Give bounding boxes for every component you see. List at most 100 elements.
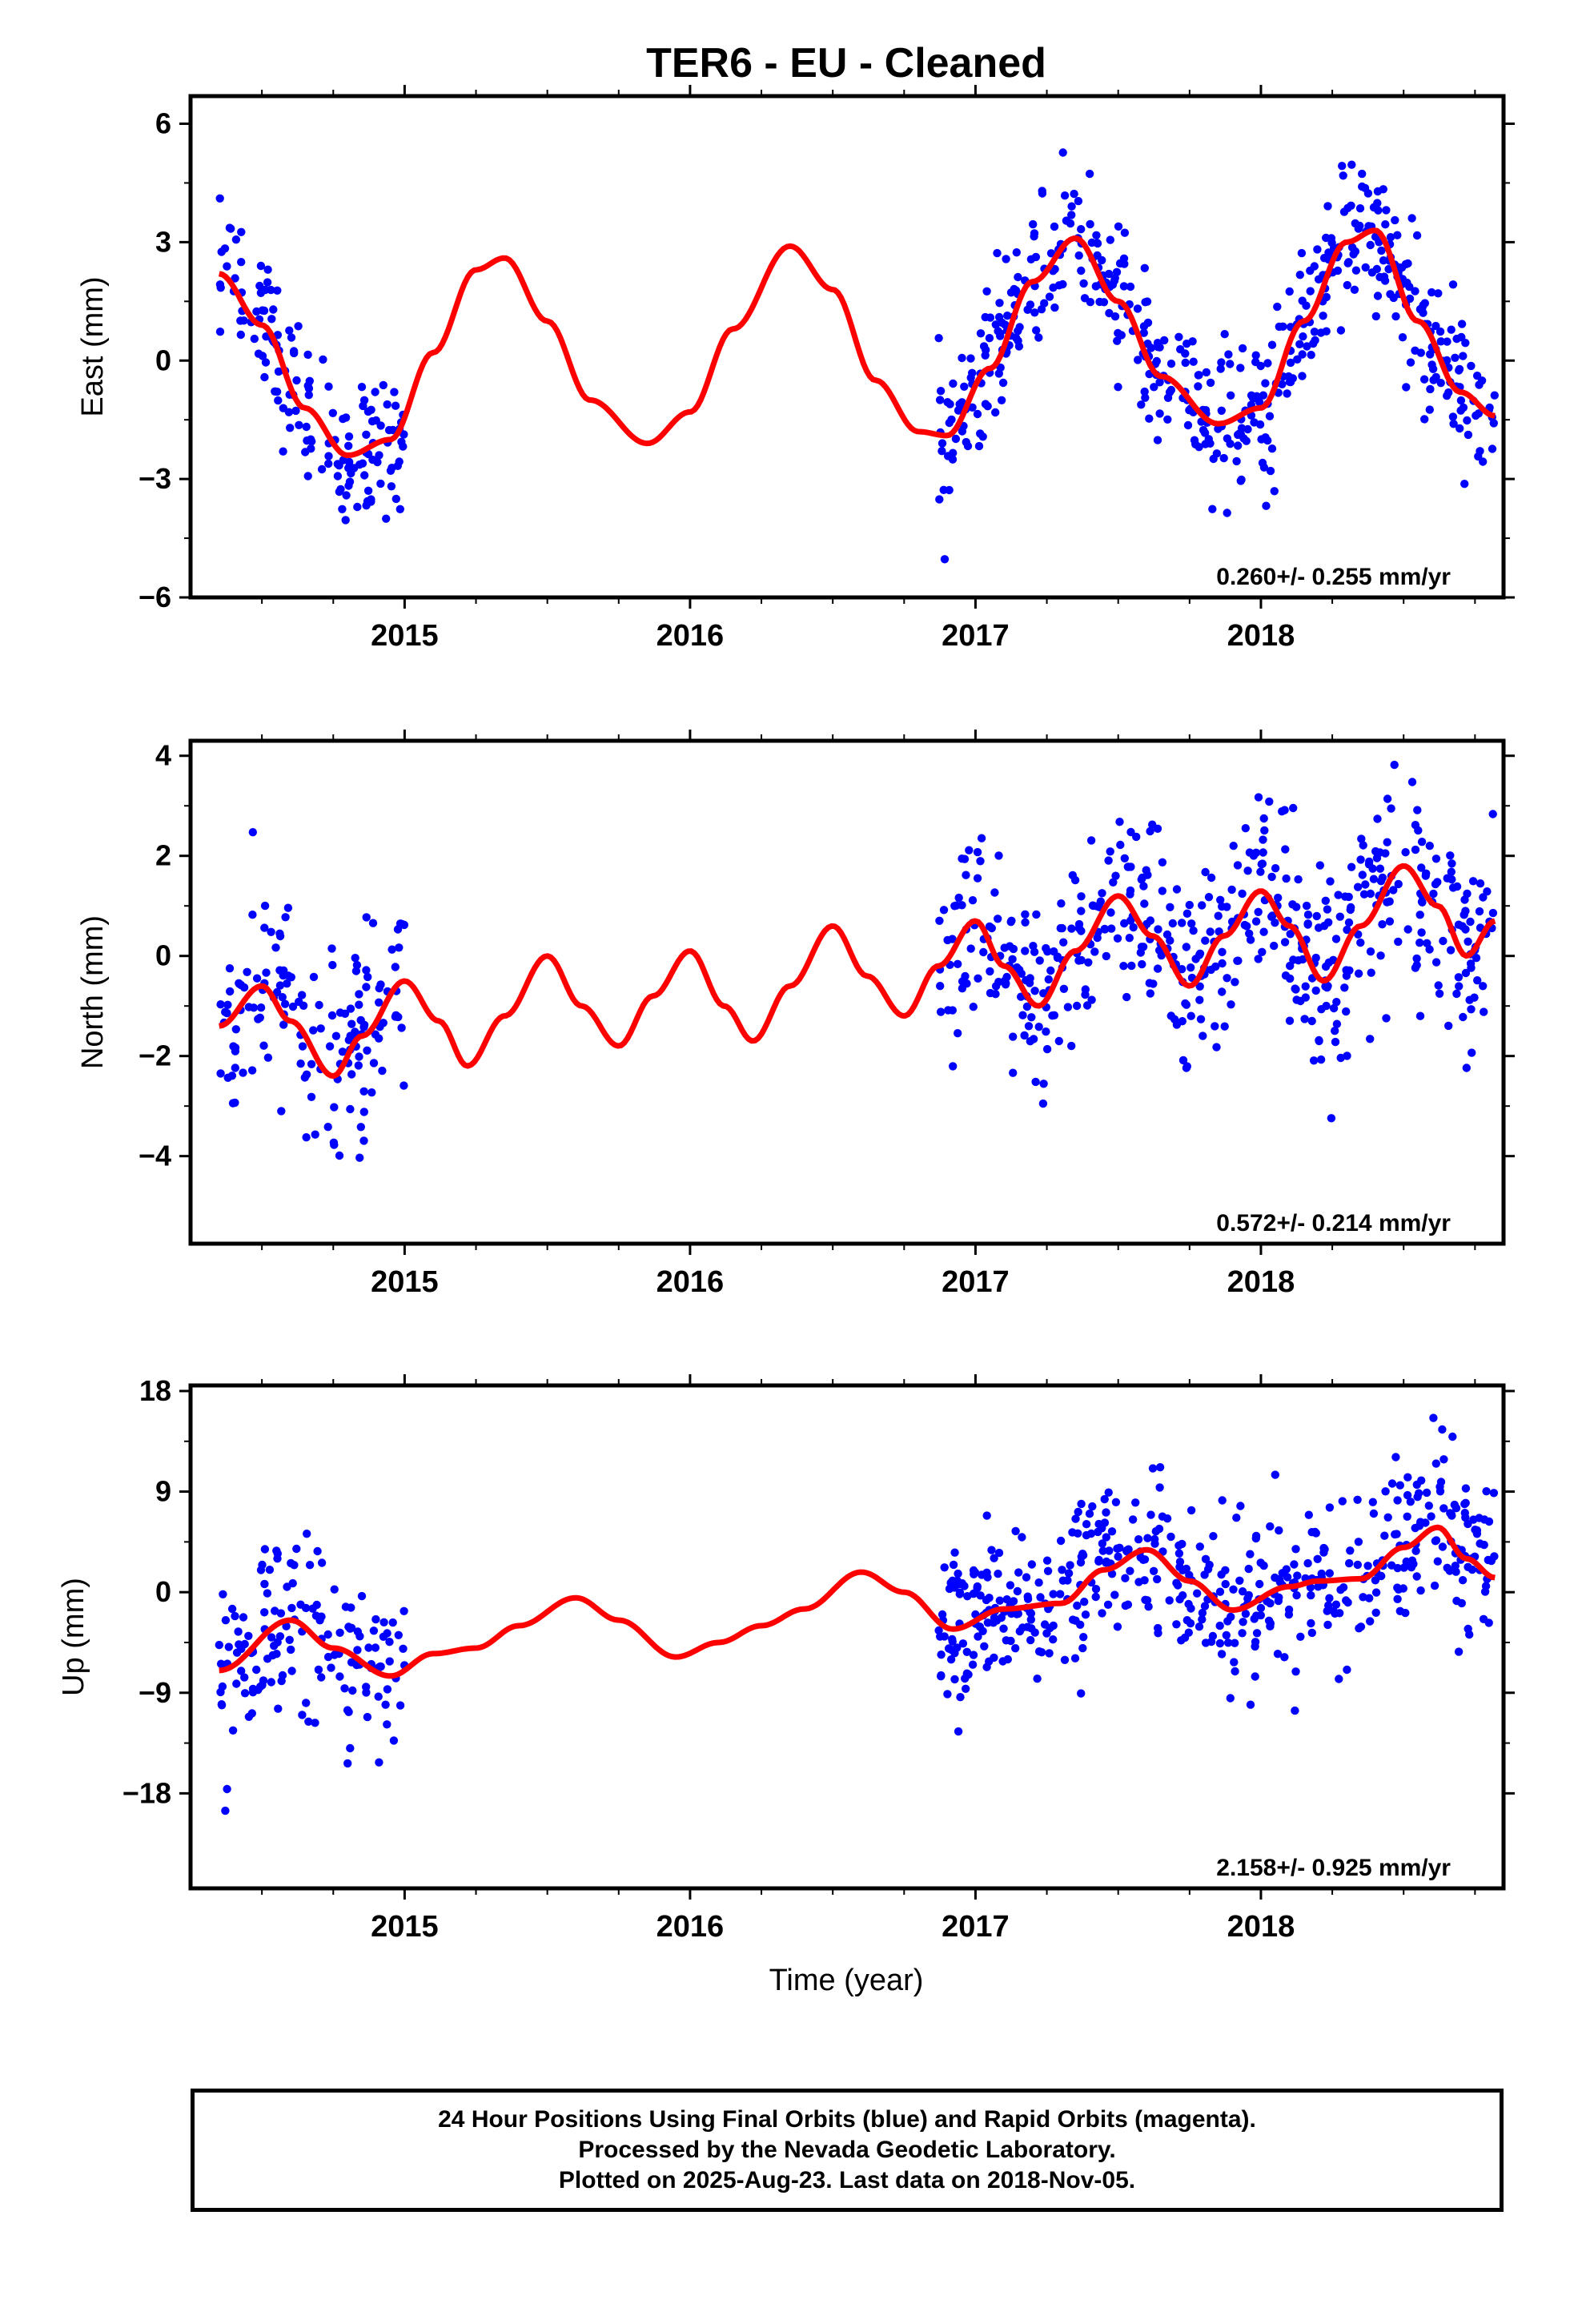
data-point [1358,870,1367,879]
data-point [262,968,271,977]
y-tick-label: −18 [122,1776,171,1809]
data-point [1255,398,1264,407]
data-point [1178,1566,1187,1575]
data-point [1111,871,1120,880]
data-point [1489,1489,1499,1498]
data-point [1425,945,1434,954]
data-point [1479,457,1488,466]
x-axis-label: Time (year) [769,1964,924,1997]
data-point [355,1052,363,1061]
data-point [1259,927,1268,936]
data-point [1412,231,1422,240]
data-point [276,1609,286,1618]
data-point [1178,1055,1188,1065]
data-point [1222,1630,1231,1640]
data-point [302,422,311,432]
rate-annotation: 0.260+/- 0.255 mm/yr [1216,564,1451,590]
data-point [1216,364,1225,373]
data-point [1371,1608,1380,1618]
data-point [1424,1502,1434,1510]
data-point [1266,1619,1275,1628]
data-point [1067,924,1076,933]
data-point [1238,1629,1247,1638]
data-point [1472,1530,1482,1538]
data-point [1435,1482,1444,1491]
data-point [1257,859,1267,869]
data-point [1325,1503,1335,1512]
data-point [367,497,375,506]
data-point [1205,1560,1214,1570]
data-point [283,979,291,988]
data-point [1218,987,1227,996]
data-point [362,1683,371,1691]
data-point [1046,249,1056,258]
data-point [1098,1539,1107,1548]
data-point [1260,826,1269,835]
data-point [1463,889,1472,899]
data-point [1110,1590,1119,1599]
data-point [1467,361,1476,371]
y-tick-label: 0 [155,344,171,376]
data-point [1414,826,1423,835]
data-point [223,1000,232,1010]
data-point [1009,1032,1018,1041]
data-point [1070,189,1078,199]
data-point [330,1585,339,1594]
data-point [994,327,1002,336]
data-point [1280,938,1290,947]
data-point [1091,282,1101,291]
data-point [1444,1021,1453,1031]
data-point [1014,272,1022,282]
data-point [1140,1576,1149,1585]
data-point [1367,968,1375,977]
data-point [307,1059,316,1069]
data-point [1196,1015,1206,1023]
data-point [344,1707,353,1716]
data-point [1334,891,1343,899]
data-point [1366,947,1375,956]
data-point [1155,1463,1165,1472]
data-point [1359,890,1369,899]
data-point [261,358,271,367]
data-point [400,1081,408,1090]
data-point [237,227,246,236]
data-point [1227,391,1235,400]
data-point [1291,1706,1299,1715]
data-point [1427,287,1436,297]
data-point [1100,1494,1109,1504]
data-point [375,983,383,993]
data-point [290,348,299,358]
data-point [1339,1583,1348,1592]
data-point [1115,1543,1124,1553]
data-point [367,416,377,426]
x-tick-label: 2015 [371,1265,439,1299]
data-point [1344,918,1354,927]
data-point [1447,875,1456,884]
data-point [1067,202,1076,211]
data-point [231,1611,239,1621]
data-point [1243,922,1251,931]
data-point [1371,846,1380,856]
data-point [231,1025,240,1034]
data-point [356,1123,365,1132]
data-point [1238,1587,1247,1596]
data-point [1014,327,1022,336]
data-point [1139,328,1149,337]
data-point [1131,1498,1140,1507]
data-point [1256,1610,1266,1620]
data-point [979,947,988,957]
data-point [1071,1514,1080,1523]
data-point [1086,219,1094,229]
data-point [1369,1509,1379,1518]
data-point [982,287,991,296]
data-point [333,472,343,480]
data-point [973,874,982,883]
plot-frame [188,94,1506,600]
data-point [1435,327,1445,336]
data-point [1252,1629,1262,1638]
data-point [937,1671,946,1680]
data-point [1383,838,1391,846]
data-point [1195,982,1204,991]
data-point [1166,360,1176,368]
data-point [1447,1511,1456,1520]
